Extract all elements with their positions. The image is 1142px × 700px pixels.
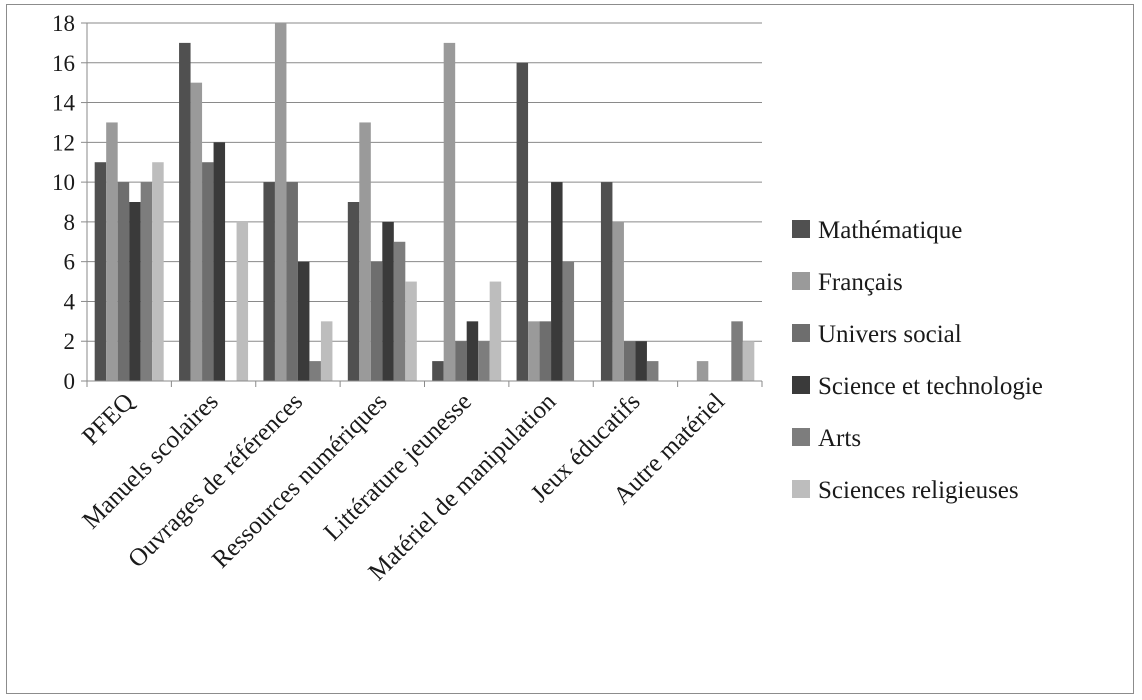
y-tick-label: 16 bbox=[52, 51, 75, 76]
bars bbox=[94, 23, 755, 382]
legend-label: Mathématique bbox=[818, 217, 962, 244]
bar bbox=[347, 202, 360, 381]
legend-swatch bbox=[792, 428, 810, 446]
bar bbox=[466, 321, 479, 381]
bar bbox=[117, 182, 130, 381]
bar bbox=[696, 361, 709, 381]
y-axis-ticks: 0 2 4 6 8 10 12 14 16 18 bbox=[52, 11, 87, 394]
bar bbox=[140, 182, 153, 381]
bar bbox=[263, 182, 275, 381]
bar bbox=[646, 361, 659, 381]
chart-frame: 0 2 4 6 8 10 12 14 16 18 PFEQ Manuels scolaires Ouv… bbox=[6, 4, 1134, 694]
bar bbox=[455, 341, 467, 381]
bar bbox=[106, 122, 118, 381]
legend-swatch bbox=[792, 376, 810, 394]
legend-swatch bbox=[792, 220, 810, 238]
bar bbox=[612, 221, 624, 381]
bar bbox=[405, 281, 417, 381]
bar bbox=[129, 202, 141, 381]
bar bbox=[551, 182, 563, 381]
bar bbox=[539, 321, 552, 381]
bar bbox=[600, 182, 613, 381]
y-tick-label: 12 bbox=[52, 130, 75, 155]
bar bbox=[443, 42, 456, 382]
y-tick-label: 4 bbox=[64, 289, 76, 314]
bar bbox=[320, 321, 333, 381]
bar bbox=[516, 62, 529, 382]
bar bbox=[236, 221, 249, 381]
legend-label: Arts bbox=[818, 425, 861, 452]
bar bbox=[179, 42, 191, 382]
bar bbox=[309, 361, 321, 381]
y-tick-label: 14 bbox=[52, 91, 76, 116]
bar bbox=[562, 261, 575, 381]
bar bbox=[528, 321, 540, 381]
legend-swatch bbox=[792, 272, 810, 290]
bar bbox=[742, 341, 755, 381]
y-tick-label: 2 bbox=[64, 329, 76, 354]
bar bbox=[94, 162, 107, 381]
x-category-label: Littérature jeunesse bbox=[319, 388, 477, 546]
bar bbox=[213, 142, 226, 381]
bar bbox=[635, 341, 647, 381]
bar bbox=[370, 261, 383, 381]
bar bbox=[489, 281, 502, 381]
y-tick-label: 6 bbox=[64, 250, 76, 275]
bar bbox=[202, 162, 214, 381]
legend-label: Univers social bbox=[818, 321, 962, 348]
y-tick-label: 8 bbox=[64, 210, 76, 235]
legend-swatch bbox=[792, 324, 810, 342]
y-tick-label: 18 bbox=[52, 11, 75, 36]
bar bbox=[731, 321, 743, 381]
legend: Mathématique Français Univers social Scienc… bbox=[792, 217, 1043, 504]
x-category-label: PFEQ bbox=[77, 388, 139, 450]
y-tick-label: 0 bbox=[64, 369, 76, 394]
bar bbox=[274, 23, 287, 381]
y-tick-label: 10 bbox=[52, 170, 75, 195]
bar bbox=[478, 341, 490, 381]
bar bbox=[382, 221, 394, 381]
bar bbox=[297, 261, 310, 381]
legend-label: Sciences religieuses bbox=[818, 477, 1019, 504]
legend-label: Science et technologie bbox=[818, 373, 1043, 400]
bar bbox=[190, 82, 203, 382]
bar bbox=[286, 182, 298, 381]
bar bbox=[393, 241, 406, 381]
axes bbox=[86, 23, 763, 387]
legend-swatch bbox=[792, 480, 810, 498]
legend-label: Français bbox=[818, 269, 903, 296]
bar bbox=[152, 162, 164, 381]
bar bbox=[623, 341, 636, 381]
bar bbox=[359, 122, 371, 381]
bar bbox=[432, 361, 444, 381]
